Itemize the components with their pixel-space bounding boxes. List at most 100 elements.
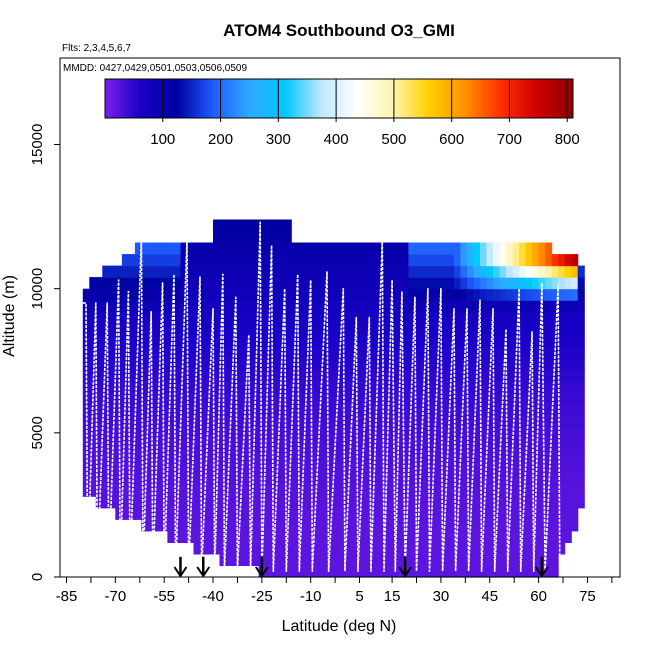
curtain-cell (187, 484, 195, 497)
curtain-cell (206, 542, 214, 555)
curtain-cell (284, 507, 292, 520)
curtain-cell (278, 231, 286, 244)
curtain-cell (532, 357, 540, 370)
curtain-cell (134, 392, 142, 405)
curtain-cell (564, 438, 572, 451)
curtain-cell (180, 404, 188, 417)
curtain-cell (141, 288, 149, 301)
curtain-cell (499, 369, 507, 382)
curtain-cell (388, 530, 396, 543)
curtain-cell (206, 427, 214, 440)
curtain-cell (239, 346, 247, 359)
curtain-cell (323, 473, 331, 486)
curtain-cell (265, 277, 273, 290)
curtain-cell (239, 438, 247, 451)
curtain-cell (538, 380, 546, 393)
curtain-cell (545, 311, 553, 324)
curtain-cell (304, 565, 312, 578)
curtain-cell (356, 265, 364, 278)
curtain-cell (493, 311, 501, 324)
curtain-cell (395, 507, 403, 520)
curtain-cell (82, 369, 90, 382)
curtain-cell (440, 357, 448, 370)
curtain-cell (408, 450, 416, 463)
curtain-cell (395, 519, 403, 532)
curtain-cell (160, 242, 168, 255)
curtain-cell (454, 565, 462, 578)
curtain-cell (193, 461, 201, 474)
curtain-cell (362, 507, 370, 520)
curtain-cell (108, 404, 116, 417)
curtain-cell (284, 323, 292, 336)
curtain-cell (317, 553, 325, 566)
curtain-cell (519, 473, 527, 486)
curtain-cell (486, 484, 494, 497)
curtain-cell (115, 473, 123, 486)
curtain-cell (336, 277, 344, 290)
curtain-cell (473, 380, 481, 393)
curtain-cell (388, 311, 396, 324)
curtain-cell (343, 427, 351, 440)
curtain-cell (545, 553, 553, 566)
curtain-cell (310, 311, 318, 324)
curtain-cell (330, 404, 338, 417)
curtain-cell (160, 277, 168, 290)
curtain-cell (291, 461, 299, 474)
curtain-cell (330, 311, 338, 324)
curtain-cell (427, 450, 435, 463)
curtain-cell (538, 323, 546, 336)
curtain-cell (317, 427, 325, 440)
curtain-cell (525, 334, 533, 347)
curtain-cell (180, 369, 188, 382)
curtain-cell (317, 277, 325, 290)
curtain-cell (421, 461, 429, 474)
curtain-cell (512, 530, 520, 543)
curtain-cell (200, 438, 208, 451)
curtain-cell (200, 346, 208, 359)
curtain-cell (167, 369, 175, 382)
curtain-cell (447, 300, 455, 313)
curtain-cell (89, 311, 97, 324)
curtain-cell (160, 334, 168, 347)
curtain-cell (128, 334, 136, 347)
curtain-cell (128, 357, 136, 370)
curtain-cell (89, 484, 97, 497)
curtain-cell (219, 496, 227, 509)
curtain-cell (558, 473, 566, 486)
curtain-cell (239, 380, 247, 393)
curtain-cell (291, 507, 299, 520)
curtain-cell (297, 357, 305, 370)
curtain-cell (291, 484, 299, 497)
curtain-cell (271, 380, 279, 393)
curtain-cell (134, 346, 142, 359)
curtain-cell (375, 438, 383, 451)
curtain-cell (551, 254, 559, 267)
curtain-cell (265, 519, 273, 532)
curtain-cell (356, 496, 364, 509)
curtain-cell (297, 404, 305, 417)
curtain-cell (440, 369, 448, 382)
curtain-cell (388, 542, 396, 555)
curtain-cell (304, 450, 312, 463)
curtain-cell (558, 288, 566, 301)
curtain-cell (421, 265, 429, 278)
curtain-cell (427, 380, 435, 393)
curtain-cell (486, 553, 494, 566)
curtain-cell (121, 346, 129, 359)
curtain-cell (258, 334, 266, 347)
curtain-cell (571, 519, 579, 532)
curtain-cell (258, 242, 266, 255)
curtain-cell (369, 311, 377, 324)
flight-track (82, 221, 561, 573)
curtain-cell (434, 277, 442, 290)
curtain-cell (200, 288, 208, 301)
curtain-cell (128, 438, 136, 451)
curtain-cell (375, 254, 383, 267)
curtain-cell (499, 519, 507, 532)
curtain-cell (375, 461, 383, 474)
curtain-cell (506, 496, 514, 509)
curtain-cell (271, 404, 279, 417)
curtain-cell (278, 450, 286, 463)
curtain-cell (486, 323, 494, 336)
curtain-cell (447, 496, 455, 509)
